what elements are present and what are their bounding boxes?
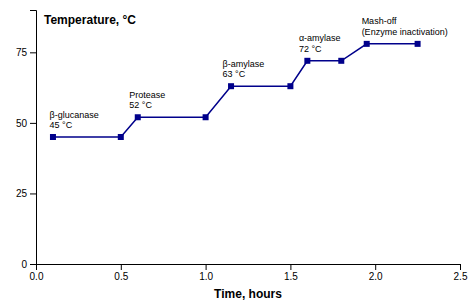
- marker: [287, 83, 293, 89]
- tick-mark: [30, 264, 36, 265]
- annotation: α-amylase72 °C: [299, 33, 341, 53]
- tick-label: 0.5: [114, 271, 128, 282]
- tick: 25: [16, 188, 36, 199]
- annotation: β-amylase63 °C: [223, 59, 265, 79]
- tick-mark: [206, 264, 207, 270]
- tick: 0.5: [114, 264, 128, 282]
- chart: 0.0 0.5 1.0 1.5 2.0 2.5 0 25 50 75 Temperature, °C…: [0, 0, 474, 306]
- tick: 2.0: [369, 264, 383, 282]
- marker: [228, 83, 234, 89]
- tick: 0.0: [30, 264, 44, 282]
- annotation-line: β-glucanase: [50, 110, 99, 120]
- marker: [203, 114, 209, 120]
- tick: 1.5: [284, 264, 298, 282]
- marker: [415, 41, 421, 47]
- marker: [50, 134, 56, 140]
- tick-label: 2.0: [369, 271, 383, 282]
- annotation: Protease52 °C: [129, 90, 165, 110]
- annotation: Mash-off(Enzyme inactivation): [362, 16, 448, 36]
- annotation-line: 52 °C: [129, 100, 152, 110]
- tick-mark: [460, 264, 461, 270]
- tick: 2.5: [454, 264, 468, 282]
- tick: 50: [16, 118, 36, 129]
- tick-label: 75: [16, 47, 28, 58]
- line: [53, 44, 418, 137]
- tick-label: 0.0: [30, 271, 44, 282]
- annotation-line: Mash-off: [362, 16, 397, 26]
- tick-label: 2.5: [454, 271, 468, 282]
- marker: [135, 114, 141, 120]
- plot: 0.0 0.5 1.0 1.5 2.0 2.5 0 25 50 75 Temperature, °C…: [16, 11, 468, 283]
- axis-line: [30, 11, 37, 265]
- tick: 1.0: [199, 264, 213, 282]
- tick: 75: [16, 47, 36, 58]
- x-axis: 0.0 0.5 1.0 1.5 2.0 2.5: [30, 264, 468, 282]
- tick-mark: [30, 123, 36, 124]
- annotation-line: α-amylase: [299, 33, 341, 43]
- annotation-line: β-amylase: [223, 59, 265, 69]
- marker: [338, 58, 344, 64]
- x-axis-label: Time, hours: [214, 287, 282, 301]
- tick-mark: [30, 193, 36, 194]
- tick-mark: [30, 52, 36, 53]
- tick-mark: [290, 264, 291, 270]
- annotation-line: 72 °C: [299, 44, 322, 54]
- annotation-line: 45 °C: [50, 120, 73, 130]
- annotation-line: Protease: [129, 90, 165, 100]
- tick-mark: [375, 264, 376, 270]
- tick-label: 25: [16, 188, 28, 199]
- marker: [364, 41, 370, 47]
- tick-label: 0: [21, 259, 27, 270]
- marker: [118, 134, 124, 140]
- title: Temperature, °C: [44, 13, 136, 27]
- tick-label: 1.0: [199, 271, 213, 282]
- tick-label: 50: [16, 118, 28, 129]
- axis-line: [37, 265, 461, 271]
- annotations: β-glucanase45 °C Protease52 °C β-amylase63…: [50, 16, 448, 129]
- tick: 0: [21, 259, 36, 270]
- annotation-line: (Enzyme inactivation): [362, 27, 448, 37]
- tick-mark: [121, 264, 122, 270]
- y-axis: 0 25 50 75: [16, 11, 37, 270]
- annotation: β-glucanase45 °C: [50, 110, 99, 130]
- marks: [50, 41, 421, 140]
- marker: [304, 58, 310, 64]
- tick-label: 1.5: [284, 271, 298, 282]
- annotation-line: 63 °C: [223, 69, 246, 79]
